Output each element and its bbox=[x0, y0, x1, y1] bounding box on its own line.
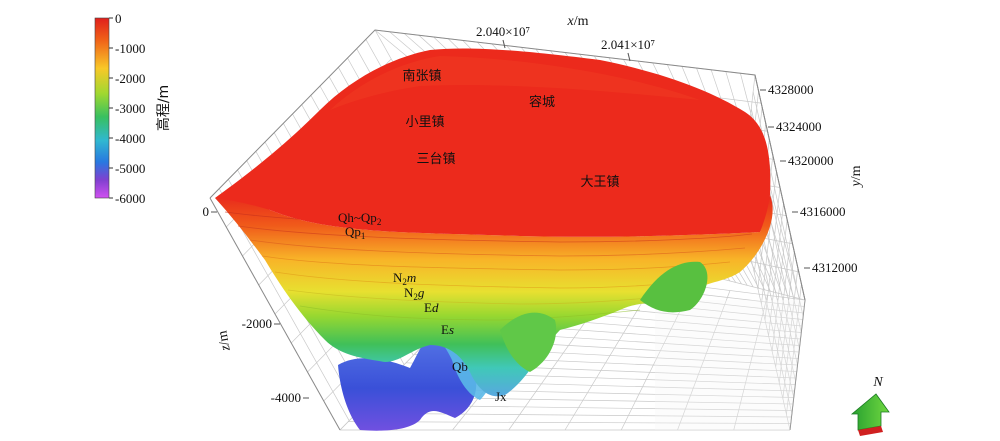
z-axis-unit: /m bbox=[215, 329, 232, 346]
stratum-label-n2m: N2m bbox=[393, 270, 416, 287]
north-arrow-icon bbox=[850, 393, 890, 431]
x-axis-tick-mark bbox=[627, 52, 631, 62]
y-axis-tick-label: 4328000 bbox=[768, 82, 814, 97]
north-label: N bbox=[872, 375, 883, 390]
north-arrow: N bbox=[850, 375, 890, 436]
svg-text:z/m: z/m bbox=[215, 329, 233, 353]
y-axis-var: y bbox=[849, 180, 864, 189]
z-axis-tick-label: -4000 bbox=[271, 390, 301, 405]
strata-labels: Qh~Qp2 Qp1 N2m N2g Ed Es Qb Jx bbox=[338, 210, 507, 404]
town-label-dawang: 大王镇 bbox=[580, 175, 619, 190]
green-ridge-right bbox=[640, 261, 708, 313]
colorbar: 0 -1000 -2000 -3000 -4000 -5000 -6000 高程/m bbox=[94, 11, 172, 206]
colorbar-ticks: 0 -1000 -2000 -3000 -4000 -5000 -6000 bbox=[109, 11, 145, 206]
x-axis-title: x/m bbox=[567, 14, 589, 29]
town-labels: 南张镇 容城 小里镇 三台镇 大王镇 bbox=[402, 68, 619, 190]
y-axis-title: y/m bbox=[849, 165, 864, 188]
stratum-label-qh-qp2: Qh~Qp2 bbox=[338, 210, 381, 227]
grid-line bbox=[752, 91, 804, 317]
back-wall bbox=[655, 300, 805, 430]
y-axis-tick-label: 4324000 bbox=[776, 119, 822, 134]
stratum-label-qb: Qb bbox=[452, 359, 468, 374]
grid-line bbox=[733, 295, 768, 431]
stratum-label-n2g: N2g bbox=[404, 285, 425, 302]
x-axis-unit: /m bbox=[574, 14, 589, 29]
y-axis-ticks: 4328000 4324000 4320000 4316000 4312000 bbox=[760, 82, 858, 275]
z-axis-var: z bbox=[218, 343, 234, 352]
x-axis-tick-label: 2.041×10⁷ bbox=[601, 37, 655, 52]
z-axis-ticks: 0 -2000 -4000 bbox=[203, 204, 309, 405]
town-label-santai: 三台镇 bbox=[416, 152, 455, 167]
y-axis-tick-label: 4316000 bbox=[800, 204, 846, 219]
colorbar-tick-label: -4000 bbox=[115, 131, 145, 146]
svg-text:x/m: x/m bbox=[567, 14, 589, 29]
grid-line bbox=[677, 290, 731, 431]
stratum-label-ed: Ed bbox=[424, 300, 439, 315]
colorbar-tick-label: -1000 bbox=[115, 41, 145, 56]
town-label-xiaoli: 小里镇 bbox=[405, 115, 444, 130]
y-axis-tick-label: 4312000 bbox=[812, 260, 858, 275]
x-axis-tick-label: 2.040×10⁷ bbox=[476, 24, 530, 39]
top-surface-highlight bbox=[330, 56, 700, 110]
colorbar-tick-label: -5000 bbox=[115, 161, 145, 176]
grid-line bbox=[564, 280, 656, 431]
town-label-nanzhang: 南张镇 bbox=[402, 68, 441, 84]
colorbar-tick-label: -3000 bbox=[115, 101, 145, 116]
colorbar-tick-label: 0 bbox=[115, 11, 122, 26]
stratum-label-qp1: Qp1 bbox=[345, 224, 365, 241]
colorbar-tick-label: -2000 bbox=[115, 71, 145, 86]
strata-side-wall bbox=[215, 195, 773, 397]
x-axis-tick-mark bbox=[502, 39, 506, 49]
colorbar-tick-label: -6000 bbox=[115, 191, 145, 206]
x-axis-ticks: 2.040×10⁷ 2.041×10⁷ bbox=[476, 24, 655, 62]
colorbar-gradient bbox=[94, 17, 110, 199]
y-axis-tick-label: 4320000 bbox=[788, 153, 834, 168]
bounding-box-edges bbox=[209, 29, 806, 431]
svg-text:y/m: y/m bbox=[849, 165, 864, 188]
z-axis-tick-label: -2000 bbox=[242, 316, 272, 331]
stratum-label-es: Es bbox=[441, 322, 454, 337]
colorbar-title: 高程/m bbox=[155, 85, 172, 131]
stratum-label-jx: Jx bbox=[495, 389, 507, 404]
y-axis-unit: /m bbox=[849, 165, 864, 180]
z-axis-tick-label: 0 bbox=[203, 204, 210, 219]
deep-basement-surface bbox=[338, 325, 477, 431]
z-axis-title: z/m bbox=[215, 329, 233, 353]
x-axis-var: x bbox=[567, 14, 575, 29]
green-ridge-center bbox=[500, 312, 557, 372]
town-label-rongcheng: 容城 bbox=[529, 94, 555, 110]
north-arrow-base bbox=[858, 426, 883, 436]
